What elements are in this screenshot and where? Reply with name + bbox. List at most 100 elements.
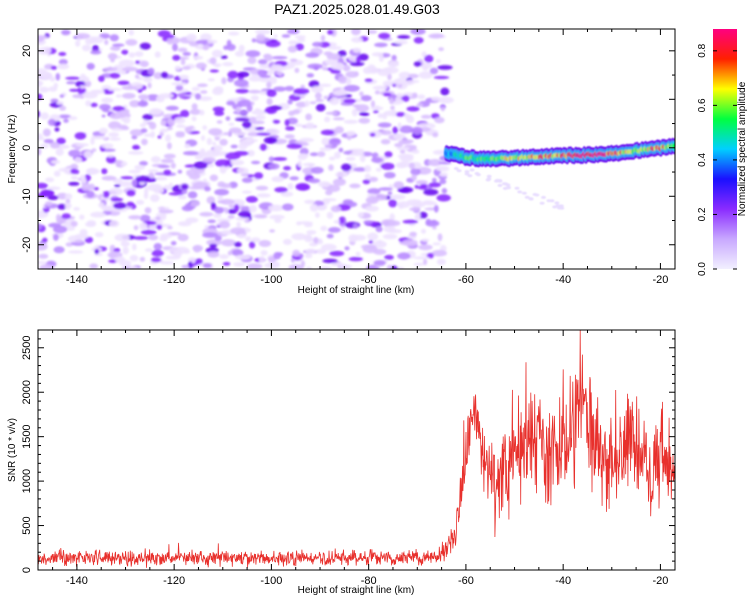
noise-blob [404, 113, 409, 119]
noise-blob [74, 156, 82, 164]
noise-blob [214, 235, 222, 241]
noise-blob [101, 205, 112, 211]
noise-blob [365, 196, 379, 204]
noise-blob [269, 229, 275, 233]
noise-blob [109, 34, 119, 42]
noise-blob [397, 84, 403, 88]
y-tick-label: 1000 [21, 469, 33, 493]
noise-blob [147, 67, 155, 75]
noise-blob [286, 143, 303, 149]
noise-blob [99, 33, 111, 39]
noise-blob [328, 156, 336, 161]
noise-blob [373, 248, 387, 255]
noise-blob [153, 72, 163, 80]
noise-blob [284, 85, 295, 92]
noise-blob [305, 122, 315, 129]
noise-blob [305, 52, 320, 58]
noise-blob [221, 77, 227, 85]
noise-blob [199, 212, 214, 217]
noise-blob [160, 158, 175, 164]
noise-blob [251, 160, 261, 165]
noise-blob [322, 258, 338, 264]
x-tick-label: -40 [555, 575, 571, 587]
snr-x-label: Height of straight line (km) [298, 585, 415, 596]
signal-tail [554, 201, 560, 205]
noise-blob [413, 61, 422, 67]
colorbar-ticks: 0.0 0.2 0.4 0.6 0.8 [697, 43, 737, 276]
noise-blob [309, 203, 319, 212]
noise-blob [217, 195, 224, 201]
noise-blob [64, 202, 72, 210]
noise-blob [432, 150, 448, 155]
noise-blob [214, 110, 225, 116]
signal-tail [497, 183, 503, 187]
noise-blob [114, 233, 130, 242]
noise-blob [217, 181, 226, 188]
noise-blob [316, 248, 327, 254]
noise-blob [167, 226, 173, 230]
noise-blob [219, 254, 229, 260]
noise-blob [55, 73, 61, 81]
noise-blob [209, 57, 217, 65]
noise-blob [384, 254, 394, 260]
noise-blob [235, 216, 250, 221]
noise-blob [91, 148, 97, 153]
noise-blob [324, 116, 331, 123]
noise-blob [440, 87, 450, 96]
signal-tail [502, 182, 507, 186]
noise-blob [120, 240, 130, 247]
noise-blob [227, 215, 235, 219]
y-tick-label: 10 [21, 93, 33, 105]
noise-blob [212, 141, 217, 146]
noise-blob [251, 38, 257, 43]
noise-blob [203, 178, 207, 183]
noise-blob [133, 236, 149, 240]
noise-blob [115, 94, 122, 98]
noise-blob [396, 93, 404, 98]
noise-blob [182, 51, 191, 56]
x-tick-label: -120 [163, 575, 185, 587]
noise-blob [74, 132, 87, 140]
signal-tail [528, 197, 534, 201]
noise-blob [292, 249, 301, 257]
y-tick-label: 20 [21, 45, 33, 57]
noise-blob [382, 112, 388, 120]
noise-blob [328, 97, 340, 105]
noise-blob [367, 188, 381, 195]
noise-blob [259, 143, 267, 151]
noise-blob [337, 178, 346, 182]
colorbar-tick-label: 0.6 [697, 98, 708, 112]
noise-blob [101, 97, 114, 104]
noise-blob [112, 106, 125, 112]
signal-tail [475, 173, 481, 177]
noise-blob [301, 260, 305, 267]
noise-blob [329, 250, 345, 257]
noise-blob [174, 117, 186, 124]
noise-blob [436, 258, 446, 266]
noise-blob [435, 166, 450, 172]
noise-blob [122, 92, 136, 99]
noise-blob [195, 62, 207, 70]
noise-blob [47, 195, 59, 201]
noise-blob [398, 203, 404, 210]
noise-blob [90, 211, 106, 218]
noise-blob [183, 151, 199, 156]
noise-blob [242, 120, 252, 129]
noise-blob [143, 76, 153, 83]
noise-blob [221, 132, 232, 136]
x-tick-label: -40 [555, 274, 571, 286]
noise-blob [200, 33, 212, 42]
noise-blob [57, 63, 70, 70]
noise-blob [101, 143, 114, 149]
noise-blob [437, 233, 443, 242]
noise-blob [245, 50, 261, 58]
noise-blob [213, 213, 222, 219]
noise-blob [287, 29, 300, 35]
noise-blob [38, 86, 50, 93]
noise-blob [49, 76, 56, 82]
noise-blob [289, 58, 298, 62]
noise-blob [381, 219, 396, 227]
noise-blob [421, 51, 427, 58]
noise-blob [370, 100, 376, 108]
noise-blob [220, 198, 235, 205]
